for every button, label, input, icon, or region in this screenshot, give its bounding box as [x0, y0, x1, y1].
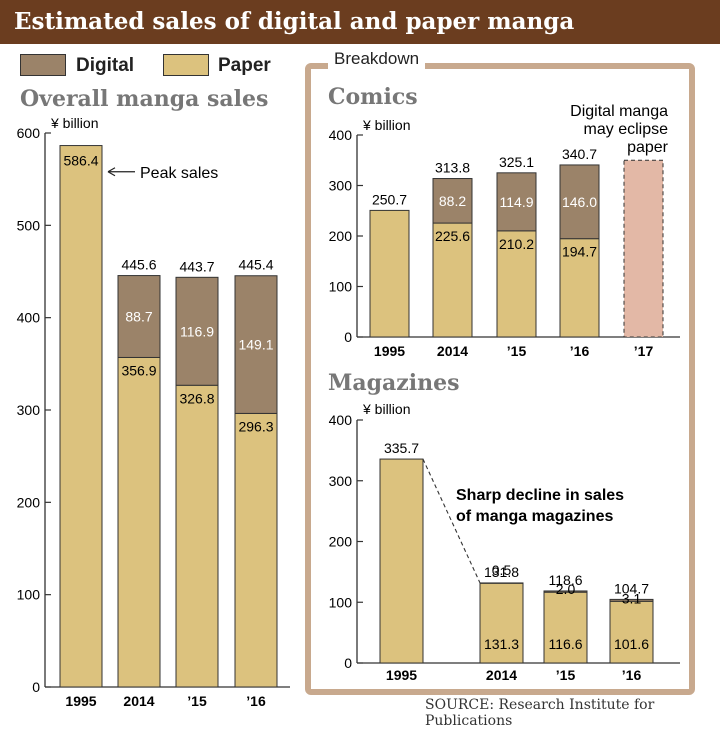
magazines-y-tick-label: 400 — [329, 412, 353, 428]
magazines-y-unit-label: ¥ billion — [362, 401, 410, 417]
source-note: SOURCE: Research Institute for Publicati… — [425, 697, 720, 729]
magazines-digital-value-label: 2.0 — [556, 581, 576, 597]
magazines-digital-value-label: 3.1 — [622, 590, 642, 606]
magazines-paper-value-label: 101.6 — [614, 636, 649, 652]
magazines-paper-value-label: 131.3 — [484, 636, 519, 652]
magazines-category-label: 1995 — [386, 667, 417, 683]
magazines-paper-value-label: 116.6 — [549, 636, 583, 652]
magazines-paper-value-label: 335.7 — [384, 440, 419, 456]
magazines-paper-bar — [544, 592, 587, 663]
magazines-category-label: 2014 — [486, 667, 517, 683]
magazines-paper-bar — [380, 459, 423, 663]
magazines-paper-bar — [610, 601, 653, 663]
magazines-category-label: ’15 — [556, 667, 576, 683]
magazines-y-tick-label: 0 — [344, 655, 352, 671]
magazines-y-tick-label: 200 — [329, 534, 353, 550]
magazines-y-tick-label: 300 — [329, 473, 353, 489]
magazines-category-label: ’16 — [622, 667, 642, 683]
magazines-decline-annotation: of manga magazines — [456, 508, 613, 525]
magazines-decline-annotation: Sharp decline in sales — [456, 487, 624, 504]
magazines-digital-value-label: 0.5 — [492, 562, 512, 578]
magazines-y-tick-label: 100 — [329, 594, 353, 610]
